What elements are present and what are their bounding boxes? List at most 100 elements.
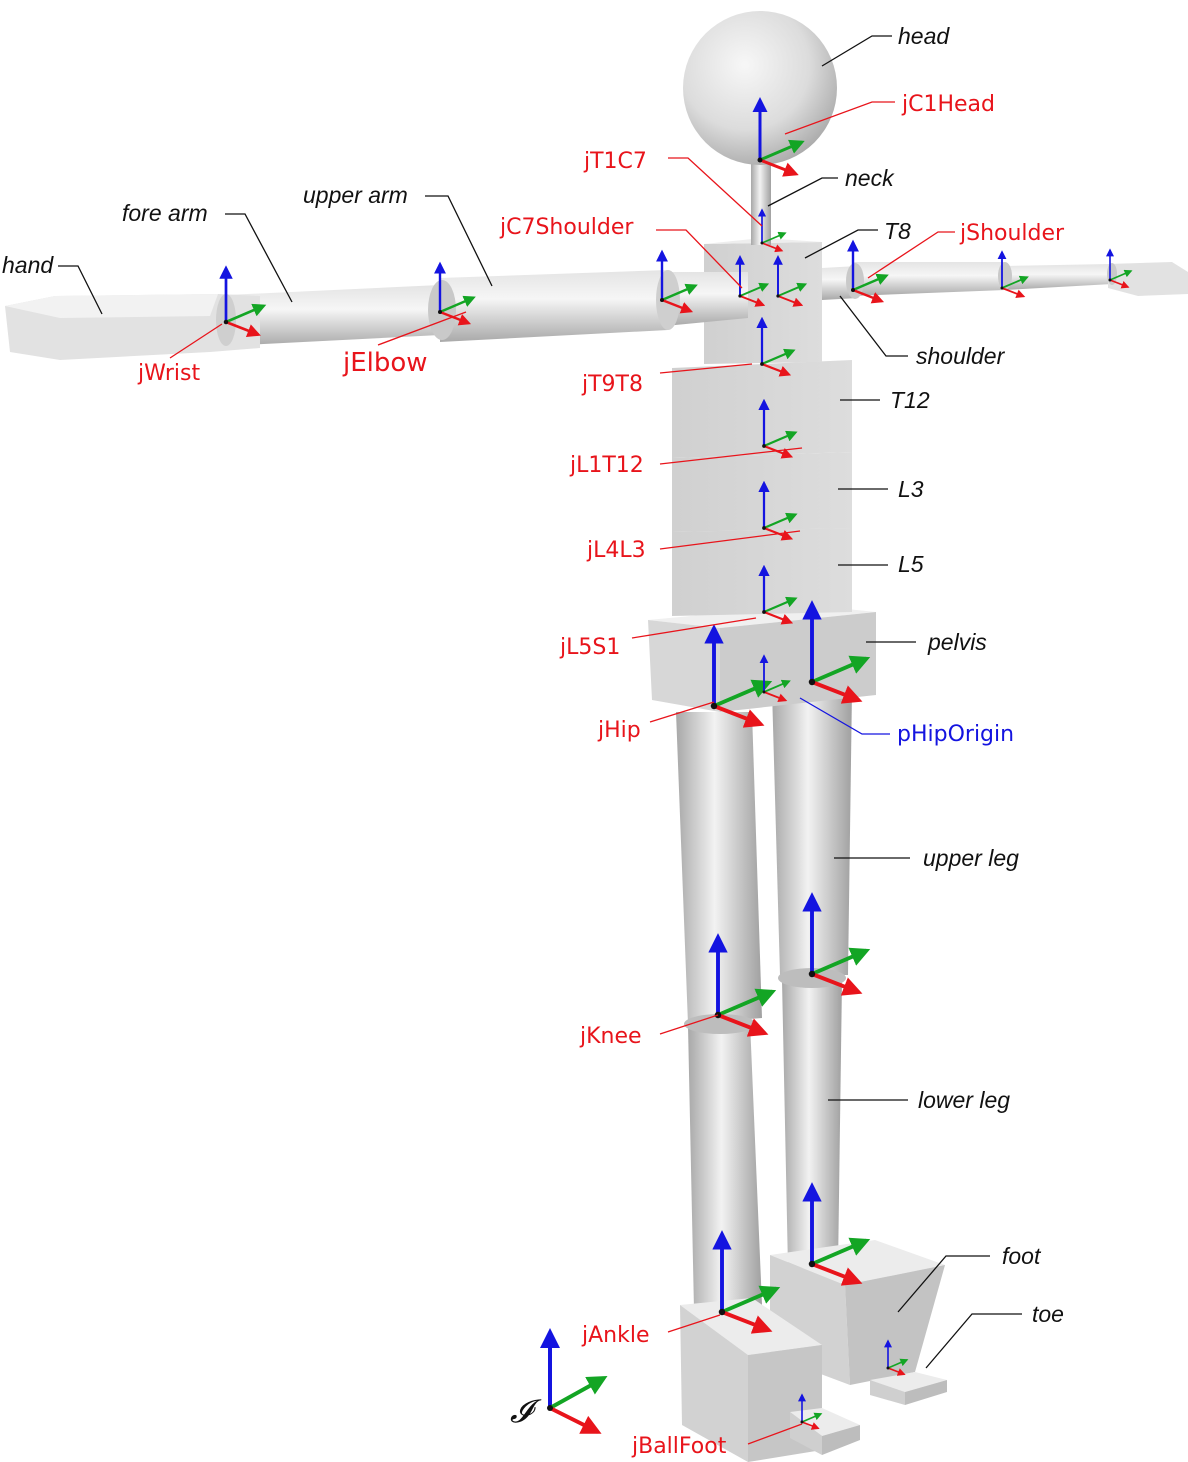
label-head: head — [898, 23, 950, 49]
leader-jshoulder — [867, 231, 955, 279]
leader-jc7shoulder — [656, 229, 743, 289]
head-sphere — [683, 11, 837, 165]
frame-jshoulder-r — [847, 239, 889, 304]
label-jelbow: jElbow — [342, 348, 428, 378]
l5-block — [672, 526, 852, 616]
leader-shoulder — [839, 295, 908, 357]
frame-jballfoot-r — [884, 1339, 909, 1376]
foot-right-side — [845, 1265, 945, 1385]
frame-jknee-r — [802, 892, 871, 996]
leader-upper-arm — [425, 195, 493, 287]
frame-jl5s1 — [758, 564, 798, 625]
leader-jt1c7 — [668, 157, 763, 227]
leader-head — [821, 35, 892, 67]
upper-arm-right — [852, 262, 1005, 296]
frame-jknee-l — [708, 933, 777, 1037]
label-lower-leg: lower leg — [918, 1087, 1010, 1113]
leader-jknee — [659, 1014, 719, 1035]
joint-frames — [219, 97, 1133, 1430]
label-upper-leg: upper leg — [923, 845, 1019, 871]
label-jankle: jAnkle — [581, 1323, 650, 1348]
label-pelvis: pelvis — [927, 629, 987, 655]
label-t12: T12 — [890, 387, 930, 413]
label-neck: neck — [845, 165, 895, 191]
fore-arm-left — [226, 285, 440, 346]
leader-toe — [925, 1313, 1022, 1369]
hand-right — [1108, 262, 1188, 296]
leader-foot — [897, 1255, 990, 1313]
frame-jwrist-l — [219, 265, 267, 337]
leader-jc1head — [784, 101, 895, 135]
label-jt1c7: jT1C7 — [583, 149, 647, 174]
t12-block — [672, 360, 852, 458]
label-fore-arm: fore arm — [122, 200, 208, 226]
label-shoulder: shoulder — [916, 343, 1006, 369]
inertial-frame-symbol: 𝓘 — [510, 1392, 542, 1430]
arm-right — [822, 262, 1188, 300]
leader-jballfoot — [747, 1423, 803, 1445]
frame-jt1c7 — [757, 208, 787, 253]
frame-phiporigin — [759, 654, 791, 702]
pelvis-box — [648, 605, 876, 712]
body-model — [5, 11, 1188, 1462]
label-jknee: jKnee — [579, 1024, 642, 1049]
fore-arm-right — [1005, 264, 1112, 290]
frame-jshoulder-l — [656, 249, 698, 314]
frame-jc7shoulder-r — [773, 255, 808, 307]
leader-lines — [58, 35, 1022, 1445]
leader-t8 — [804, 229, 878, 259]
leader-jhip — [649, 701, 715, 723]
label-hand: hand — [2, 252, 54, 278]
joint-labels: jC1Head jT1C7 jC7Shoulder jShoulder jWri… — [137, 92, 1065, 1459]
leader-fore-arm — [225, 213, 293, 303]
label-phiporigin: pHipOrigin — [897, 722, 1014, 747]
foot-left-front — [680, 1305, 748, 1462]
upper-arm-left — [440, 270, 668, 342]
label-l3: L3 — [898, 476, 924, 502]
label-jc7shoulder: jC7Shoulder — [499, 215, 634, 240]
leader-hand — [58, 265, 103, 315]
label-toe: toe — [1032, 1301, 1064, 1327]
frame-jwrist-r — [1106, 248, 1133, 289]
toe-left — [822, 1425, 860, 1455]
frame-jl4l3 — [758, 480, 798, 541]
label-jshoulder: jShoulder — [959, 221, 1065, 246]
label-l5: L5 — [898, 551, 924, 577]
frame-jc1head — [752, 97, 805, 177]
label-foot: foot — [1002, 1243, 1042, 1269]
frame-jankle-r — [802, 1182, 871, 1286]
leader-jl4l3 — [659, 530, 801, 550]
frame-jelbow-l — [434, 261, 476, 326]
leader-jankle — [667, 1314, 721, 1333]
frame-jc7shoulder-l — [735, 255, 770, 307]
upper-leg-right — [772, 690, 852, 975]
label-jballfoot: jBallFoot — [631, 1434, 727, 1459]
label-jt9t8: jT9T8 — [581, 372, 643, 397]
frame-jhip-l — [704, 624, 773, 728]
label-jhip: jHip — [597, 718, 641, 743]
label-jl1t12: jL1T12 — [569, 453, 644, 478]
leader-phiporigin — [799, 697, 890, 735]
leader-jl5s1 — [631, 617, 757, 639]
label-jl4l3: jL4L3 — [586, 538, 646, 563]
leader-jelbow — [377, 311, 467, 346]
frame-jankle-l — [712, 1230, 781, 1334]
frame-jhip-r — [802, 600, 871, 704]
leader-jwrist — [169, 323, 223, 359]
label-jwrist: jWrist — [137, 361, 200, 386]
lower-leg-left — [688, 1022, 762, 1310]
leader-neck — [767, 177, 838, 207]
frame-jballfoot-l — [798, 1393, 823, 1430]
leg-right — [770, 690, 947, 1405]
label-jl5s1: jL5S1 — [559, 635, 620, 660]
spine — [672, 238, 852, 616]
label-jc1head: jC1Head — [901, 92, 995, 117]
lower-leg-right — [782, 980, 842, 1268]
segment-labels: head neck T8 shoulder upper arm fore arm… — [2, 23, 1064, 1327]
upper-leg-left — [676, 712, 762, 1024]
leader-jt9t8 — [659, 363, 753, 374]
label-upper-arm: upper arm — [303, 182, 408, 208]
toe-right — [905, 1380, 947, 1405]
label-t8: T8 — [884, 218, 911, 244]
